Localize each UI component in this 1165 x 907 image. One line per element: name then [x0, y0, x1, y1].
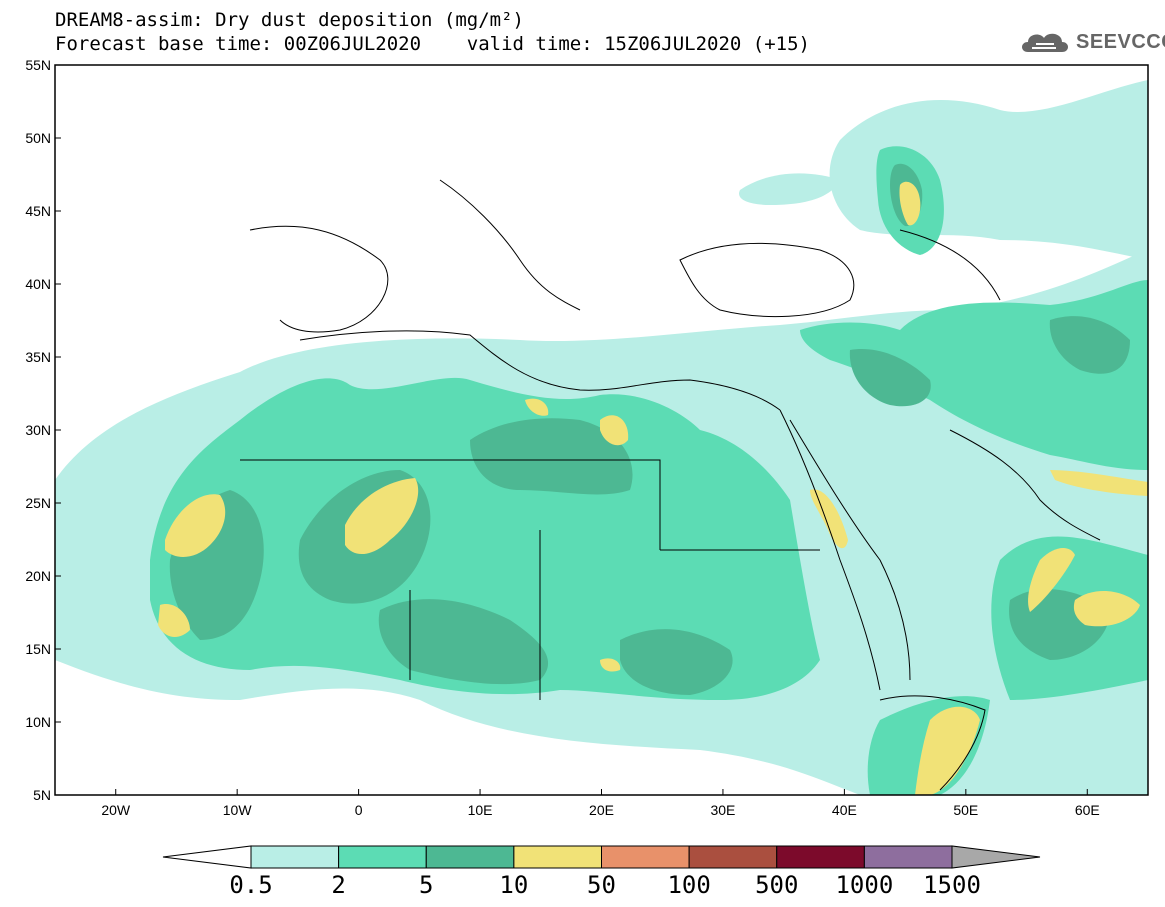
horn-of-africa-outline	[879, 695, 986, 791]
legend-label: 2	[331, 871, 346, 899]
legend-right-arrow	[951, 845, 1041, 869]
legend-label: 0.5	[229, 871, 273, 899]
longitude-axis: 20W 10W 0 10E 20E 30E 40E 50E 60E	[101, 789, 1100, 818]
legend-left-arrow	[162, 845, 252, 869]
logo-text: SEEVCCC	[1076, 30, 1165, 53]
dust-layer-10	[158, 181, 1148, 795]
lon-tick-label: 10E	[468, 802, 493, 818]
legend-swatch	[513, 845, 602, 869]
lat-tick-label: 45N	[25, 203, 51, 219]
legend-swatch	[863, 845, 953, 869]
legend-swatch	[425, 845, 515, 869]
lat-tick-label: 50N	[25, 130, 51, 146]
legend-swatch	[250, 845, 340, 869]
lat-tick-label: 35N	[25, 349, 51, 365]
lat-tick-label: 15N	[25, 641, 51, 657]
map-field	[55, 65, 1148, 795]
seevccc-logo: SEEVCCC	[1018, 28, 1165, 56]
lat-tick-label: 5N	[33, 787, 51, 803]
legend-swatch	[338, 845, 427, 869]
north-africa-coast	[299, 330, 781, 411]
legend-swatch	[601, 845, 690, 869]
political-lines	[240, 459, 820, 700]
lon-tick-label: 30E	[710, 802, 735, 818]
legend-label: 1500	[923, 871, 981, 899]
legend-label: 100	[667, 871, 711, 899]
country-borders	[240, 179, 1101, 791]
lon-tick-label: 50E	[953, 802, 978, 818]
map-title: DREAM8-assim: Dry dust deposition (mg/m²…	[55, 9, 524, 31]
legend-label: 10	[499, 871, 529, 899]
lat-tick-label: 10N	[25, 714, 51, 730]
lat-tick-label: 30N	[25, 422, 51, 438]
latitude-axis: 5N 10N 15N 20N 25N 30N 35N 40N 45N 50N 55N	[25, 57, 61, 803]
lon-tick-label: 20E	[589, 802, 614, 818]
forecast-times: Forecast base time: 00Z06JUL2020 valid t…	[55, 33, 810, 55]
lon-tick-label: 10W	[223, 802, 253, 818]
legend-label: 50	[587, 871, 616, 899]
lat-tick-label: 25N	[25, 495, 51, 511]
color-legend	[162, 845, 1041, 869]
lat-tick-label: 20N	[25, 568, 51, 584]
lon-tick-label: 0	[355, 802, 363, 818]
legend-label: 500	[755, 871, 799, 899]
legend-swatch	[776, 845, 865, 869]
lat-tick-label: 40N	[25, 276, 51, 292]
lat-tick-label: 55N	[25, 57, 51, 73]
turkey-outline	[679, 242, 855, 318]
dust-layer-2	[150, 146, 1148, 795]
lon-tick-label: 20W	[101, 802, 131, 818]
legend-label: 5	[419, 871, 434, 899]
gulf-coast	[949, 429, 1101, 541]
italy-outline	[439, 179, 581, 311]
cloud-icon	[1022, 33, 1068, 52]
caspian-outline	[899, 229, 1001, 301]
lon-tick-label: 60E	[1075, 802, 1100, 818]
lon-tick-label: 40E	[832, 802, 857, 818]
legend-swatch	[688, 845, 778, 869]
red-sea-east	[789, 419, 911, 681]
legend-label: 1000	[835, 871, 894, 899]
iberia-outline	[249, 225, 389, 333]
red-sea-west	[779, 409, 881, 691]
